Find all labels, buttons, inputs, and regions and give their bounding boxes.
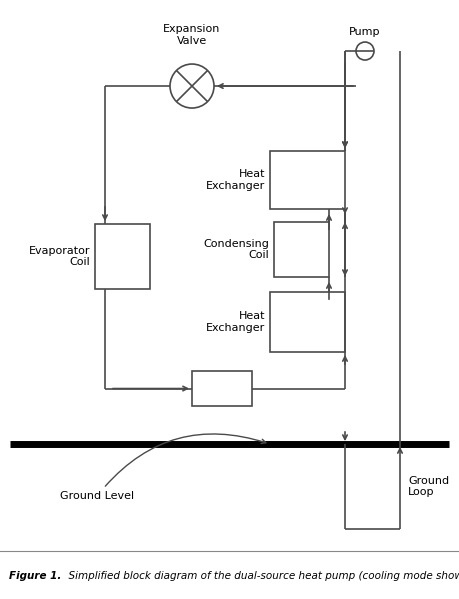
Bar — [270, 292, 345, 352]
Text: Expansion
Valve: Expansion Valve — [163, 25, 221, 46]
Bar — [192, 371, 252, 406]
Text: Evaporator
Coil: Evaporator Coil — [28, 246, 90, 267]
Bar — [270, 151, 345, 209]
Bar — [274, 222, 329, 277]
Text: Pump: Pump — [349, 27, 381, 37]
Text: Simplified block diagram of the dual-source heat pump (cooling mode shown).: Simplified block diagram of the dual-sou… — [62, 571, 459, 581]
Circle shape — [170, 64, 214, 108]
Text: Heat
Exchanger: Heat Exchanger — [206, 311, 265, 333]
Text: Ground Level: Ground Level — [60, 434, 266, 501]
Text: Heat
Exchanger: Heat Exchanger — [206, 170, 265, 191]
Text: Figure 1.: Figure 1. — [9, 571, 62, 581]
Text: Condensing
Coil: Condensing Coil — [203, 239, 269, 261]
Bar — [95, 224, 150, 289]
Text: Ground
Loop: Ground Loop — [408, 476, 449, 497]
Circle shape — [356, 42, 374, 60]
